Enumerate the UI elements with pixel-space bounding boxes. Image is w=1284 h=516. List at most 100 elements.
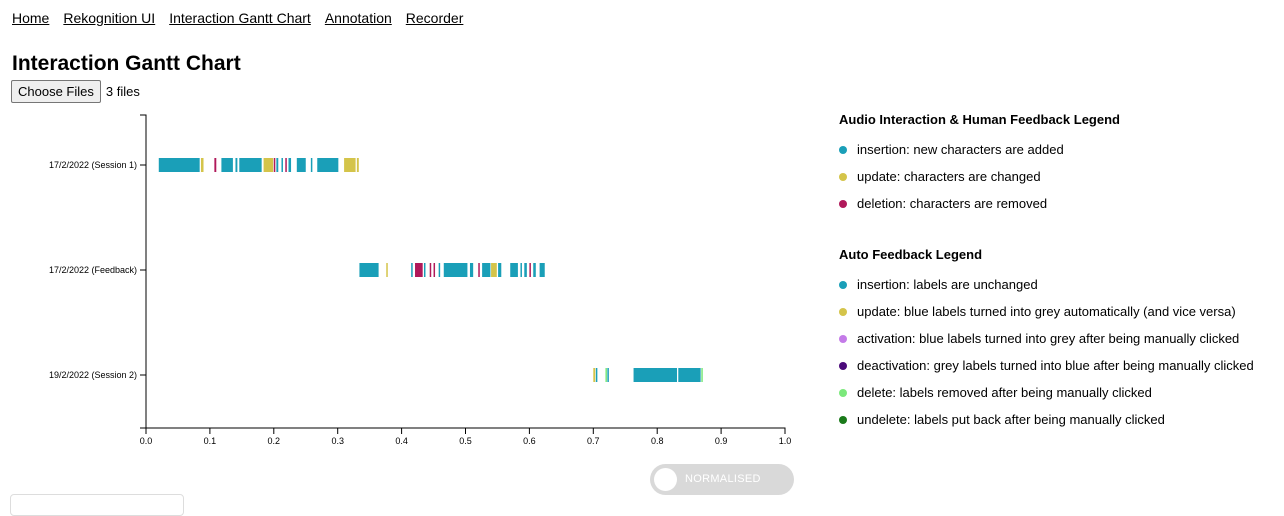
x-tick-label: 0.7 [587, 436, 600, 446]
gantt-bar-insertion [359, 263, 379, 277]
auto-feedback-legend: Auto Feedback Legend insertion: labels a… [839, 247, 1254, 433]
nav-link-interaction-gantt-chart[interactable]: Interaction Gantt Chart [169, 10, 311, 26]
legend-label: deletion: characters are removed [857, 196, 1048, 211]
gantt-bar-update [263, 158, 274, 172]
x-tick-label: 0.9 [715, 436, 728, 446]
nav-link-recorder[interactable]: Recorder [405, 10, 464, 26]
auto-legend-title: Auto Feedback Legend [839, 247, 983, 262]
audio-legend-title: Audio Interaction & Human Feedback Legen… [839, 112, 1120, 127]
gantt-bar-update [491, 263, 497, 277]
gantt-bar-insertion [510, 263, 518, 277]
gantt-bar-deletion [415, 263, 423, 277]
legend-item-audio-update: update: characters are changed [839, 163, 1120, 190]
gantt-bar-deletion [429, 263, 432, 277]
legend-dot-icon [839, 280, 847, 289]
x-tick-label: 0.0 [140, 436, 153, 446]
y-tick-label: 17/2/2022 (Session 1) [49, 160, 137, 170]
x-tick-label: 0.5 [459, 436, 472, 446]
gantt-bar-insertion [423, 263, 426, 277]
legend-item-auto-insertion: insertion: labels are unchanged [839, 271, 1254, 298]
legend-item-auto-undelete: undelete: labels put back after being ma… [839, 406, 1254, 433]
legend-label: insertion: labels are unchanged [857, 277, 1038, 292]
legend-dot-icon [839, 388, 847, 397]
gantt-bar-insertion [158, 158, 200, 172]
gantt-bar-update [200, 158, 204, 172]
legend-label: undelete: labels put back after being ma… [857, 412, 1165, 427]
legend-dot-icon [839, 361, 847, 370]
x-tick-label: 0.8 [651, 436, 664, 446]
gantt-bar-insertion [595, 368, 598, 382]
y-tick-label: 17/2/2022 (Feedback) [49, 265, 137, 275]
nav-link-rekognition-ui[interactable]: Rekognition UI [63, 10, 156, 26]
gantt-bar-insertion [235, 158, 238, 172]
gantt-bar-insertion [221, 158, 233, 172]
y-axis-line [140, 114, 147, 429]
legend-item-auto-delete: delete: labels removed after being manua… [839, 379, 1254, 406]
gantt-bar-insertion [411, 263, 413, 277]
x-tick-label: 0.3 [331, 436, 344, 446]
gantt-bar-deletion [529, 263, 531, 277]
normalised-toggle[interactable]: NORMALISED [650, 464, 794, 495]
gantt-bar-insertion [633, 368, 678, 382]
y-tick-label: 19/2/2022 (Session 2) [49, 370, 137, 380]
gantt-bar-insertion [469, 263, 474, 277]
legend-dot-icon [839, 199, 847, 208]
bottom-input-box[interactable] [10, 494, 184, 516]
gantt-bar-insertion [533, 263, 536, 277]
gantt-bar-insertion [438, 263, 441, 277]
gantt-bar-deletion [478, 263, 480, 277]
gantt-bar-insertion [317, 158, 339, 172]
toggle-knob[interactable] [654, 468, 677, 491]
gantt-bar-insertion [482, 263, 491, 277]
file-input: Choose Files 3 files [11, 80, 140, 103]
gantt-bar-delete [605, 368, 607, 382]
gantt-bar-update [356, 158, 359, 172]
legend-dot-icon [839, 415, 847, 424]
gantt-bar-insertion [276, 158, 279, 172]
gantt-bar-insertion [310, 158, 313, 172]
gantt-bar-insertion [281, 158, 283, 172]
gantt-bar-deletion [433, 263, 436, 277]
page-title: Interaction Gantt Chart [12, 52, 241, 75]
gantt-bar-insertion [607, 368, 609, 382]
gantt-bar-insertion [524, 263, 527, 277]
gantt-bar-deletion [214, 158, 217, 172]
x-tick-label: 0.4 [395, 436, 408, 446]
legend-dot-icon [839, 145, 847, 154]
gantt-bar-insertion [443, 263, 468, 277]
legend-item-auto-update: update: blue labels turned into grey aut… [839, 298, 1254, 325]
audio-legend: Audio Interaction & Human Feedback Legen… [839, 112, 1120, 217]
top-nav: Home Rekognition UI Interaction Gantt Ch… [12, 10, 463, 26]
x-tick-label: 0.2 [268, 436, 281, 446]
x-tick-label: 0.1 [204, 436, 217, 446]
gantt-bar-deletion [285, 158, 287, 172]
legend-label: update: characters are changed [857, 169, 1041, 184]
legend-label: deactivation: grey labels turned into bl… [857, 358, 1254, 373]
legend-dot-icon [839, 334, 847, 343]
legend-label: delete: labels removed after being manua… [857, 385, 1152, 400]
toggle-label: NORMALISED [685, 473, 761, 485]
legend-item-audio-insertion: insertion: new characters are added [839, 136, 1120, 163]
nav-link-home[interactable]: Home [12, 10, 50, 26]
legend-item-auto-activation: activation: blue labels turned into grey… [839, 325, 1254, 352]
gantt-bar-delete [701, 368, 703, 382]
legend-dot-icon [839, 307, 847, 316]
legend-label: activation: blue labels turned into grey… [857, 331, 1240, 346]
file-count-status: 3 files [105, 84, 140, 99]
legend-label: insertion: new characters are added [857, 142, 1064, 157]
gantt-bar-insertion [296, 158, 306, 172]
x-tick-label: 0.6 [523, 436, 536, 446]
gantt-chart: 0.0 0.1 0.2 0.3 0.4 0.5 0.6 0.7 0.8 0.9 1.0 17/2/20… [49, 114, 791, 446]
legend-label: update: blue labels turned into grey aut… [857, 304, 1236, 319]
gantt-bar-insertion [539, 263, 545, 277]
choose-files-button[interactable]: Choose Files [11, 80, 101, 103]
gantt-bar-update [593, 368, 596, 382]
legend-dot-icon [839, 172, 847, 181]
nav-link-annotation[interactable]: Annotation [324, 10, 392, 26]
gantt-bar-insertion [498, 263, 502, 277]
gantt-bar-insertion [239, 158, 262, 172]
gantt-bar-insertion [520, 263, 522, 277]
legend-item-audio-deletion: deletion: characters are removed [839, 190, 1120, 217]
gantt-bar-insertion [288, 158, 292, 172]
legend-item-auto-deactivation: deactivation: grey labels turned into bl… [839, 352, 1254, 379]
